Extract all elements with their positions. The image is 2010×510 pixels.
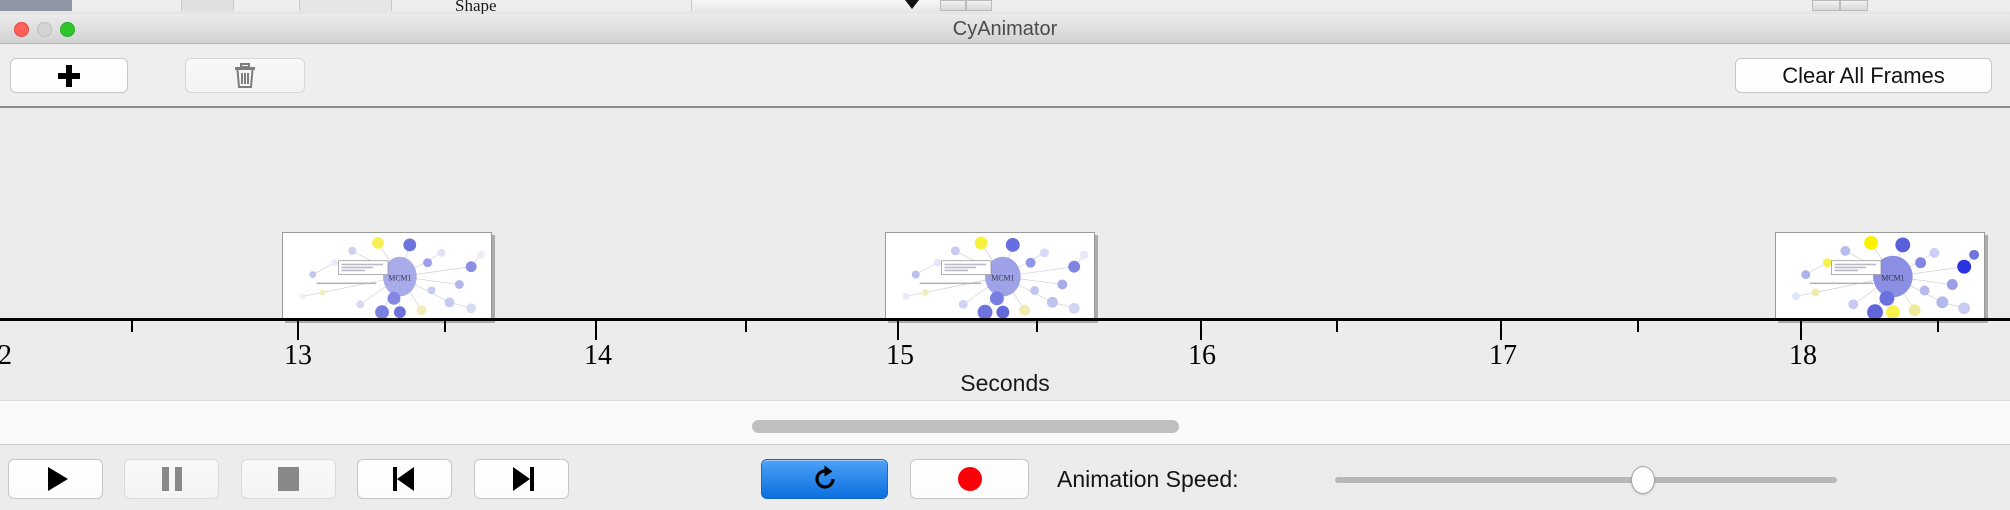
axis-tick-minor (1336, 321, 1338, 332)
axis-tick-minor (1637, 321, 1639, 332)
hub-node-label: MCM1 (991, 274, 1014, 283)
background-app-segment (234, 0, 300, 11)
network-graph-thumbnail: MCM1 (283, 233, 491, 319)
axis-tick-label: 17 (1489, 340, 1517, 371)
skip-to-end-button[interactable] (474, 459, 569, 499)
axis-tick-minor (444, 321, 446, 332)
page-title: CyAnimator (952, 18, 1058, 40)
animation-speed-label: Animation Speed: (1057, 466, 1239, 492)
keyframe-thumbnail[interactable]: MCM1 (1775, 232, 1985, 320)
axis-tick-major (1500, 321, 1502, 340)
axis-tick-minor (131, 321, 133, 332)
axis-tick-major (595, 321, 597, 340)
keyframe-thumbnail[interactable]: MCM1 (885, 232, 1095, 320)
axis-tick-label: 14 (584, 340, 612, 371)
clear-all-frames-label: Clear All Frames (1782, 62, 1945, 88)
keyframe-thumbnail[interactable]: MCM1 (282, 232, 492, 320)
stop-icon (278, 467, 299, 491)
background-app-marker-icon (905, 0, 919, 9)
horizontal-scrollbar[interactable] (0, 400, 2010, 445)
traffic-light-group (14, 22, 75, 37)
skip-forward-icon (510, 467, 534, 491)
pause-button[interactable] (124, 459, 219, 499)
background-app-segment (1868, 0, 2010, 11)
axis-title: Seconds (960, 370, 1050, 396)
background-app-button (940, 0, 966, 11)
skip-back-icon (392, 467, 417, 491)
hub-node-label: MCM1 (1881, 274, 1904, 283)
play-icon (47, 467, 68, 491)
zoom-icon[interactable] (60, 22, 75, 37)
axis-tick-label: 18 (1789, 340, 1817, 371)
background-app-segment (392, 0, 692, 11)
background-app-label: Shape (455, 0, 497, 14)
axis-tick-minor (1036, 321, 1038, 332)
timeline-panel[interactable]: MCM1 (0, 108, 2010, 400)
axis-tick-minor (1937, 321, 1939, 332)
stop-button[interactable] (241, 459, 336, 499)
axis-tick-major (1800, 321, 1802, 340)
delete-frame-button[interactable] (185, 58, 305, 93)
background-app-button (1840, 0, 1868, 11)
background-app-button (1812, 0, 1840, 11)
animation-speed-slider-thumb[interactable] (1631, 466, 1655, 494)
record-button[interactable] (910, 459, 1029, 499)
hub-node-label: MCM1 (388, 274, 411, 283)
scrollbar-thumb[interactable] (752, 420, 1179, 433)
record-icon (957, 467, 982, 491)
add-frame-button[interactable] (10, 58, 128, 93)
network-graph-thumbnail: MCM1 (886, 233, 1094, 319)
background-app-button (966, 0, 992, 11)
background-app-segment (182, 0, 234, 11)
toolbar: Clear All Frames (0, 44, 2010, 108)
background-app-segment (992, 0, 1812, 11)
background-app-segment (72, 0, 182, 11)
skip-to-start-button[interactable] (357, 459, 452, 499)
background-app-strip: Shape (0, 0, 2010, 14)
background-app-titlebar (0, 0, 72, 11)
timeline-axis (0, 318, 2010, 321)
axis-tick-label: 15 (886, 340, 914, 371)
network-graph-thumbnail: MCM1 (1776, 233, 1984, 319)
close-icon[interactable] (14, 22, 29, 37)
play-button[interactable] (8, 459, 103, 499)
axis-tick-major (1200, 321, 1202, 340)
plus-icon (58, 64, 80, 87)
animation-speed-slider[interactable] (1335, 466, 1837, 494)
loop-button[interactable] (761, 459, 888, 499)
pause-icon (161, 467, 182, 491)
axis-tick-major (297, 321, 299, 340)
axis-tick-label: 16 (1188, 340, 1216, 371)
axis-tick-label: 2 (0, 340, 12, 371)
clear-all-frames-button[interactable]: Clear All Frames (1735, 58, 1992, 93)
loop-icon (814, 465, 835, 489)
minimize-icon[interactable] (37, 22, 52, 37)
axis-tick-major (897, 321, 899, 340)
title-bar: CyAnimator (0, 14, 2010, 44)
axis-tick-label: 13 (284, 340, 312, 371)
trash-icon (235, 62, 255, 88)
playback-control-bar: Animation Speed: (0, 446, 2010, 510)
background-app-segment (300, 0, 392, 11)
axis-tick-minor (745, 321, 747, 332)
